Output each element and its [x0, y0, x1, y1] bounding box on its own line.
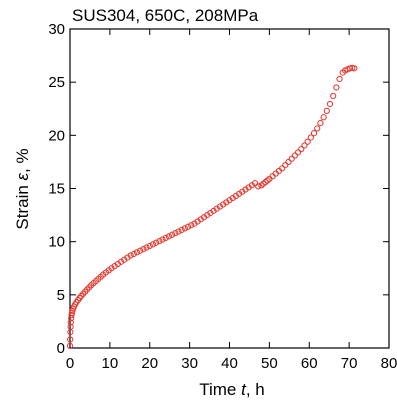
data-series-points [66, 64, 358, 349]
data-point [294, 149, 302, 156]
data-point [304, 138, 311, 145]
data-point [333, 84, 340, 91]
x-tick-label: 0 [66, 355, 74, 372]
svg-text:Strain ε, %: Strain ε, % [13, 148, 32, 229]
data-point [279, 165, 286, 172]
data-point [165, 233, 172, 240]
data-point [336, 75, 343, 83]
data-point [67, 319, 74, 326]
x-axis-title-prefix: Time [199, 380, 236, 399]
x-axis-ticks: 0 10 20 30 40 50 60 70 80 [66, 29, 397, 372]
data-point [323, 107, 330, 114]
x-tick-label: 10 [102, 355, 119, 372]
x-tick-label: 20 [141, 355, 158, 372]
x-axis-title: Time t, h [199, 380, 265, 399]
data-point [156, 238, 163, 245]
y-axis-title-unit: , % [13, 148, 32, 173]
data-point [66, 342, 74, 349]
data-point [172, 230, 179, 237]
data-point [351, 65, 358, 72]
data-point [133, 249, 141, 256]
y-tick-label: 0 [57, 340, 65, 357]
data-point [137, 247, 144, 254]
x-tick-label: 50 [261, 355, 278, 372]
data-point [127, 252, 134, 259]
data-point [175, 228, 182, 235]
data-point [330, 92, 337, 100]
data-point [298, 146, 305, 153]
data-point [314, 125, 321, 132]
y-tick-label: 25 [48, 74, 65, 91]
x-tick-label: 60 [301, 355, 318, 372]
data-point [251, 180, 259, 187]
y-tick-label: 20 [48, 127, 65, 144]
y-tick-label: 30 [48, 21, 65, 38]
y-tick-label: 10 [48, 234, 65, 251]
data-point [326, 100, 334, 108]
y-axis-title: Strain ε, % [13, 148, 32, 229]
data-point [140, 246, 147, 253]
data-point [317, 120, 324, 127]
data-point [291, 152, 298, 159]
data-point [159, 236, 166, 243]
x-axis-title-symbol: t [241, 380, 247, 399]
data-point [285, 158, 292, 166]
data-point [301, 142, 308, 149]
y-tick-label: 15 [48, 181, 65, 198]
y-axis-title-prefix: Strain [13, 185, 32, 229]
data-point [188, 222, 195, 229]
y-axis-ticks: 0 5 10 15 20 25 30 [48, 21, 389, 357]
data-point [320, 114, 327, 121]
x-tick-label: 30 [181, 355, 198, 372]
data-point [149, 241, 157, 248]
x-tick-label: 40 [221, 355, 238, 372]
y-axis-title-symbol: ε [13, 172, 32, 180]
chart-title: SUS304, 650C, 208MPa [72, 6, 259, 25]
data-point [346, 65, 354, 72]
data-point [255, 183, 262, 190]
x-tick-label: 80 [381, 355, 397, 372]
data-point [168, 231, 176, 238]
data-point [67, 336, 74, 343]
x-axis-title-unit: , h [246, 380, 265, 399]
data-point [184, 223, 192, 230]
data-point [162, 234, 169, 242]
data-point [282, 162, 289, 169]
data-point [178, 226, 185, 234]
data-point [67, 323, 74, 330]
x-tick-label: 70 [341, 355, 358, 372]
data-point [288, 155, 295, 162]
data-point [143, 244, 150, 251]
data-point [153, 239, 160, 246]
data-point [307, 134, 314, 141]
data-point [146, 242, 153, 250]
data-point [130, 250, 137, 257]
data-point [310, 130, 318, 137]
data-point [181, 225, 188, 232]
y-tick-label: 5 [57, 287, 65, 304]
